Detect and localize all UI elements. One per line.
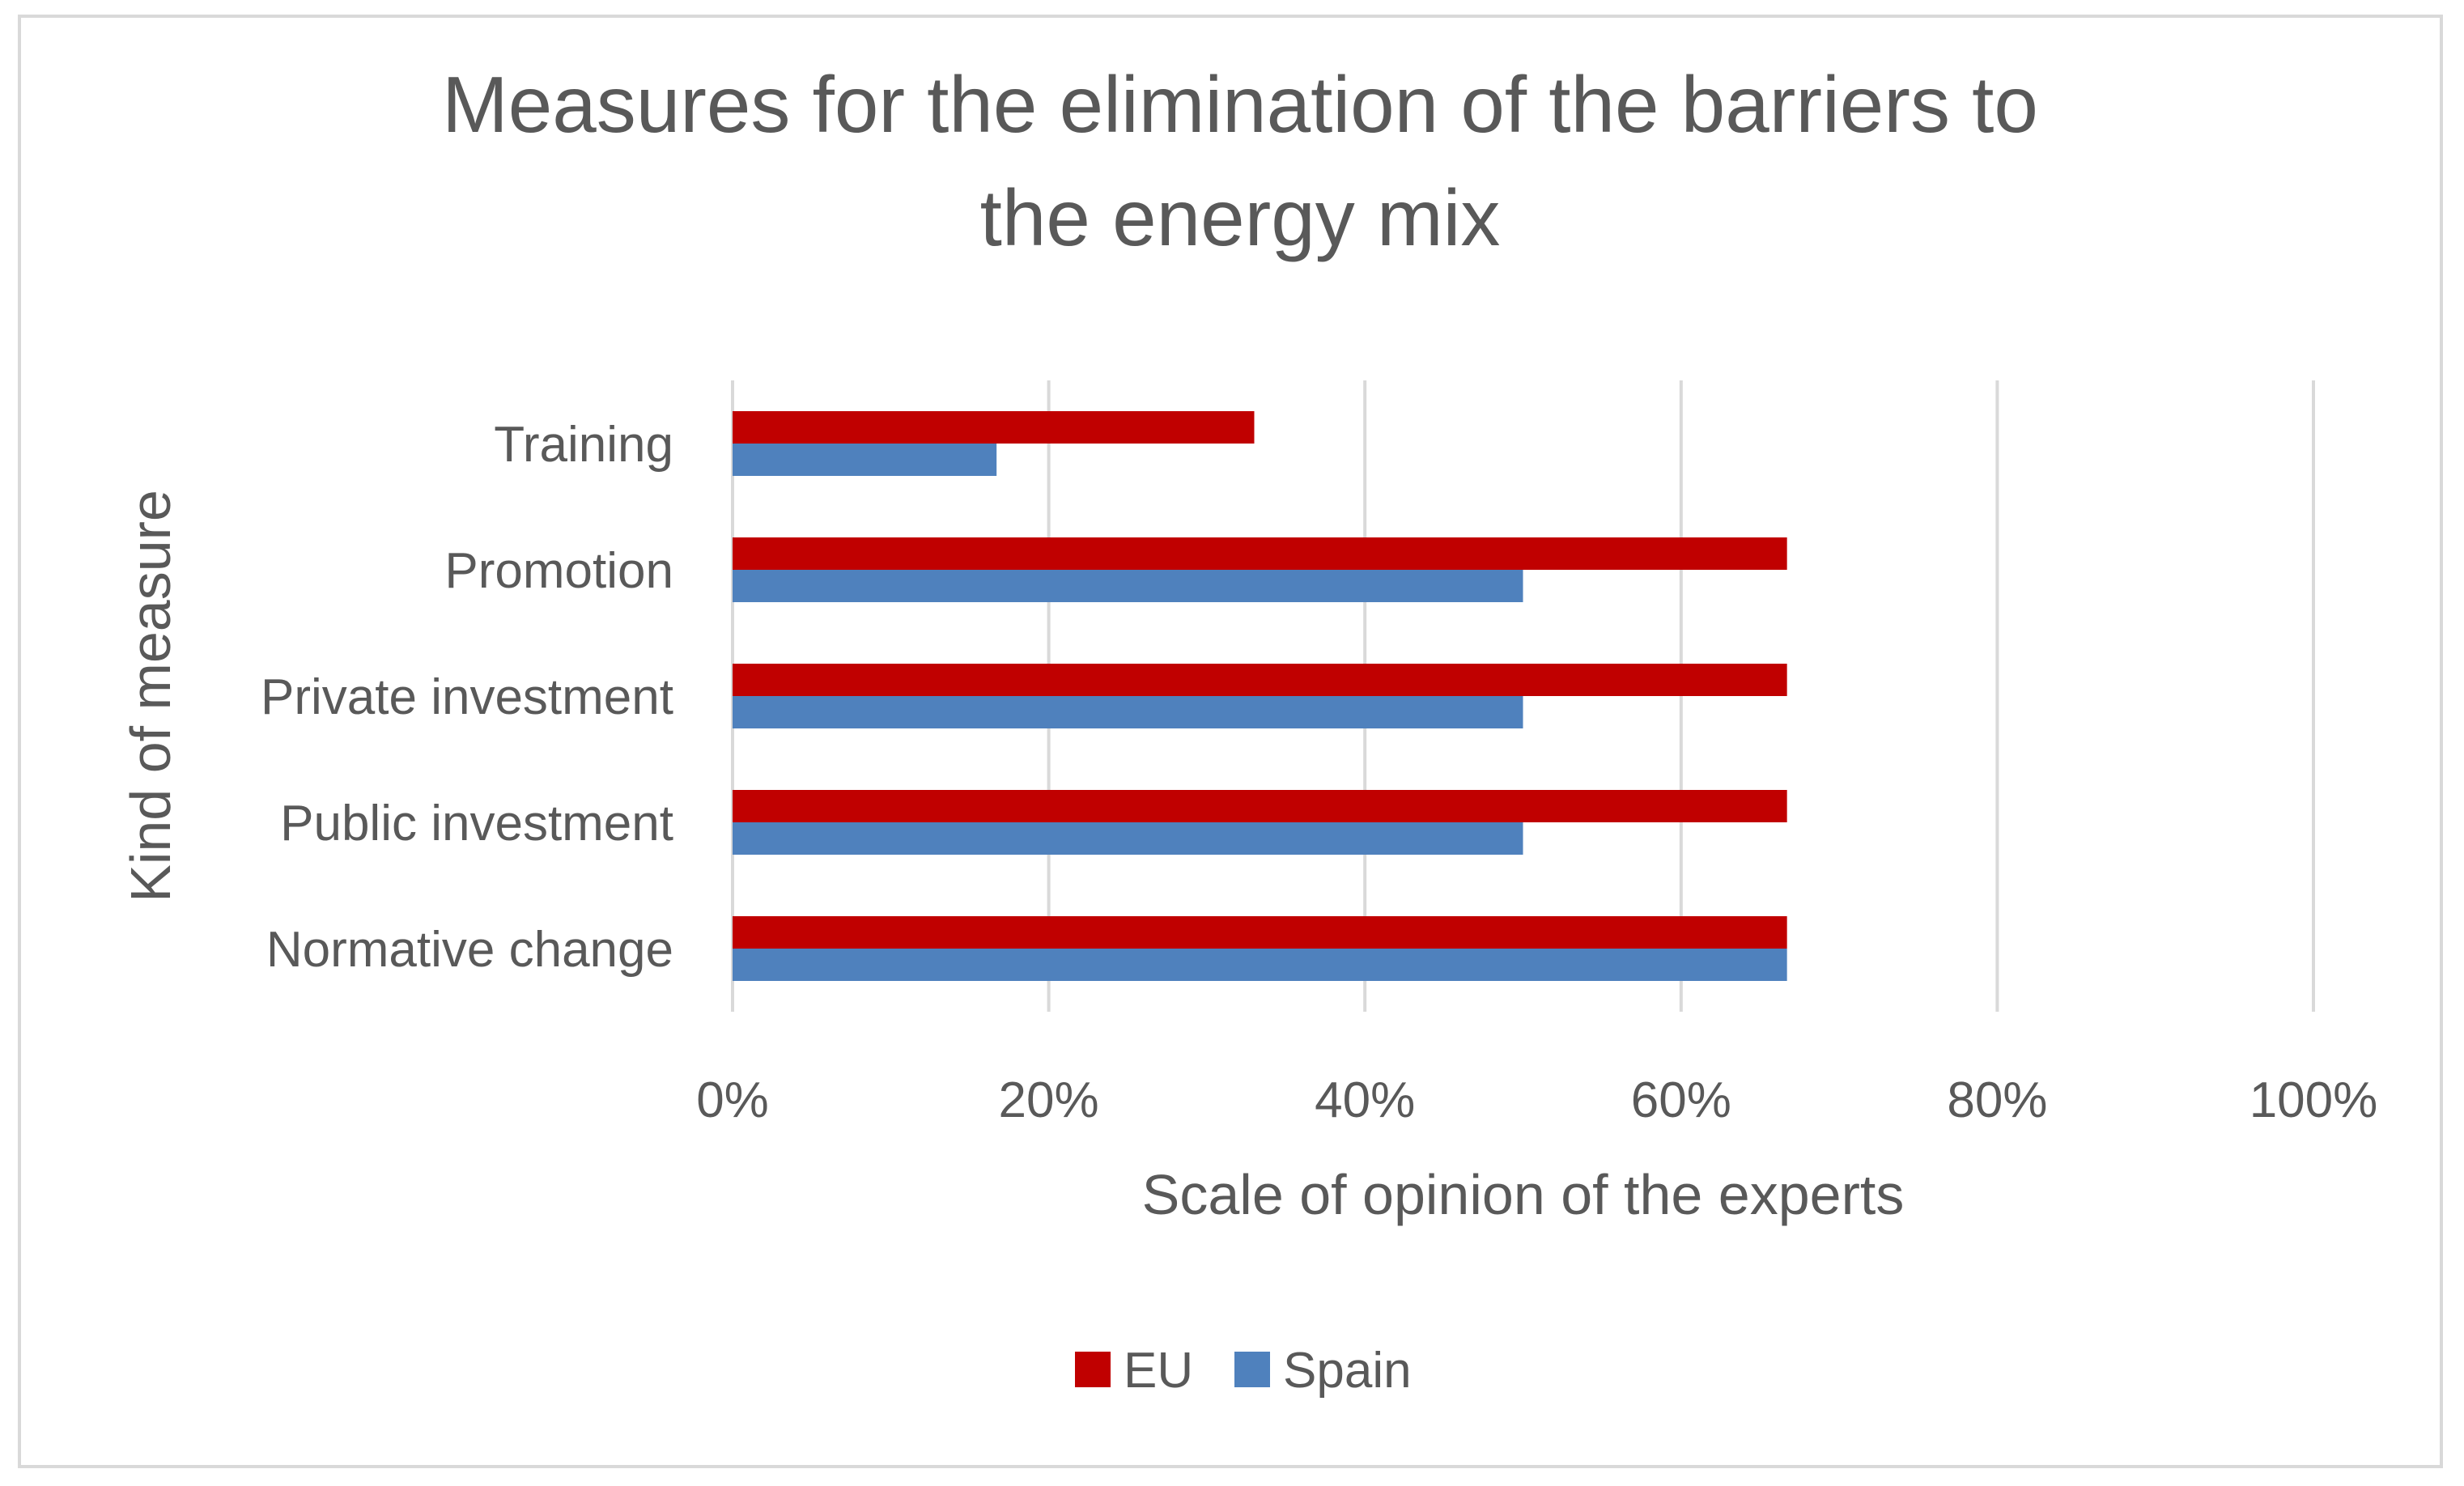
legend-label-spain: Spain <box>1283 1343 1412 1399</box>
bar-eu-private-investment <box>733 664 1787 696</box>
bar-eu-normative-change <box>733 916 1787 949</box>
x-tick-label: 60% <box>1631 1072 1731 1128</box>
legend-swatch-spain <box>1234 1352 1270 1387</box>
gridlines <box>731 380 2315 1012</box>
chart-title-line: Measures for the elimination of the barr… <box>442 60 2038 149</box>
bar-spain-normative-change <box>733 949 1787 981</box>
bar-spain-training <box>733 444 997 476</box>
x-tick-label: 20% <box>999 1072 1099 1128</box>
bar-spain-promotion <box>733 570 1523 602</box>
category-label: Promotion <box>444 543 673 599</box>
category-label: Private investment <box>261 669 673 725</box>
chart-frame <box>18 15 2443 1468</box>
x-tick-labels: 0% 20% 40% 60% 80% 100% <box>696 1072 2377 1128</box>
category-label: Training <box>494 417 673 473</box>
category-label: Public investment <box>280 796 673 851</box>
bar-eu-promotion <box>733 537 1787 570</box>
category-labels: Training Promotion Private investment Publi… <box>261 417 673 978</box>
x-axis-label: Scale of opinion of the experts <box>1142 1163 1905 1226</box>
x-tick-label: 80% <box>1947 1072 2047 1128</box>
bar-eu-training <box>733 411 1255 444</box>
chart-title-line: the energy mix <box>980 173 1501 262</box>
bar-spain-private-investment <box>733 696 1523 728</box>
legend: EU Spain <box>1075 1343 1412 1399</box>
bars <box>733 411 1787 981</box>
x-tick-label: 40% <box>1315 1072 1415 1128</box>
category-label: Normative change <box>266 922 673 978</box>
legend-label-eu: EU <box>1124 1343 1193 1399</box>
bar-spain-public-investment <box>733 822 1523 855</box>
x-tick-label: 100% <box>2249 1072 2378 1128</box>
y-axis-label: Kind of measure <box>119 490 182 902</box>
x-tick-label: 0% <box>696 1072 769 1128</box>
legend-swatch-eu <box>1075 1352 1111 1387</box>
bar-eu-public-investment <box>733 790 1787 822</box>
chart-title: Measures for the elimination of the barr… <box>442 60 2038 262</box>
